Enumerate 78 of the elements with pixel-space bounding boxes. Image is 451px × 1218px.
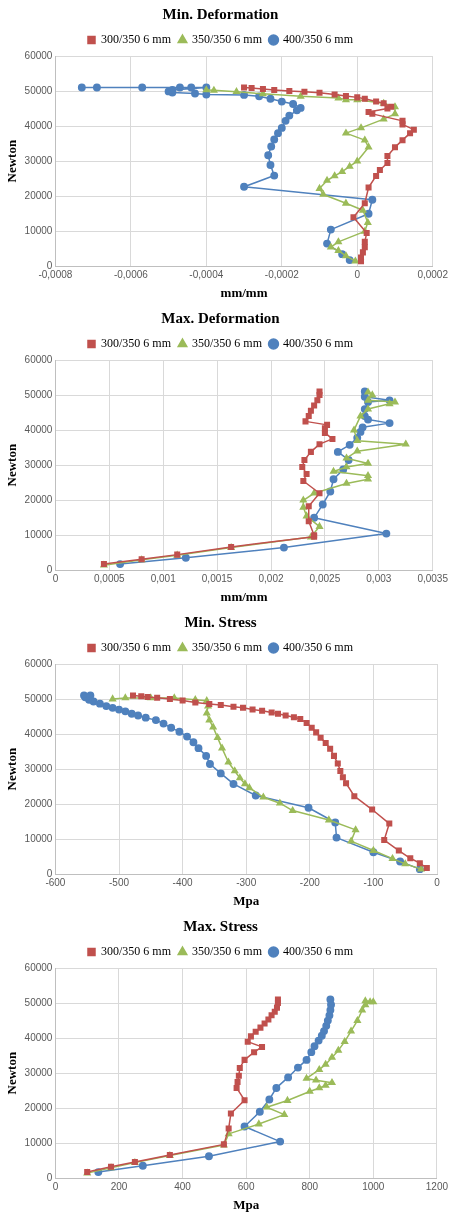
y-tick-label: 50000 <box>24 692 53 704</box>
y-tick-label: 30000 <box>24 1066 53 1078</box>
x-axis-title: mm/mm <box>220 284 268 300</box>
x-tick-label: 0,0002 <box>417 269 449 281</box>
x-tick-label: 0,002 <box>258 573 284 585</box>
y-tick-label: 20000 <box>24 798 53 810</box>
x-tick-label: -300 <box>236 877 257 889</box>
x-tick-label: 0,0005 <box>94 573 126 585</box>
y-tick-label: 20000 <box>24 1102 53 1114</box>
y-tick-label: 10000 <box>24 1137 53 1149</box>
y-tick-label: 60000 <box>24 353 53 365</box>
x-tick-label: -0,0004 <box>189 269 224 281</box>
x-tick-label: 0 <box>354 269 361 281</box>
x-tick-label: -600 <box>45 877 66 889</box>
y-tick-label: 30000 <box>24 154 53 166</box>
x-tick-label: -100 <box>363 877 384 889</box>
x-tick-label: 1000 <box>362 1181 385 1193</box>
y-tick-label: 50000 <box>24 388 53 400</box>
legend-label: 350/350 6 mm <box>192 944 263 959</box>
y-axis-title: Newton <box>4 443 20 487</box>
y-tick-label: 40000 <box>24 119 53 131</box>
x-tick-label: 800 <box>301 1181 319 1193</box>
y-axis-title: Newton <box>4 1051 20 1095</box>
y-tick-label: 20000 <box>24 494 53 506</box>
y-tick-label: 30000 <box>24 458 53 470</box>
chart-title: Max. Stress <box>183 917 259 934</box>
y-tick-label: 40000 <box>24 423 53 435</box>
x-tick-label: 0,0015 <box>201 573 233 585</box>
x-tick-label: 0,003 <box>366 573 392 585</box>
y-axis-title: Newton <box>4 747 20 791</box>
x-tick-label: -0,0008 <box>38 269 73 281</box>
legend-label: 400/350 6 mm <box>283 944 354 959</box>
y-tick-label: 60000 <box>24 657 53 669</box>
legend-label: 300/350 6 mm <box>101 640 172 655</box>
x-tick-label: 0,0035 <box>417 573 449 585</box>
y-tick-label: 60000 <box>24 961 53 973</box>
x-axis-title: mm/mm <box>220 588 268 604</box>
y-tick-label: 10000 <box>24 225 53 237</box>
chart-title: Min. Stress <box>184 613 257 630</box>
y-tick-label: 0 <box>46 1172 53 1184</box>
y-tick-label: 40000 <box>24 1031 53 1043</box>
x-tick-label: 200 <box>110 1181 128 1193</box>
y-tick-label: 60000 <box>24 49 53 61</box>
x-tick-label: 600 <box>237 1181 255 1193</box>
legend-label: 300/350 6 mm <box>101 336 172 351</box>
y-tick-label: 30000 <box>24 762 53 774</box>
y-tick-label: 50000 <box>24 84 53 96</box>
y-tick-label: 10000 <box>24 833 53 845</box>
x-tick-label: -200 <box>299 877 321 889</box>
chart-title: Min. Deformation <box>162 5 280 22</box>
x-axis-title: Mpa <box>233 892 260 908</box>
y-tick-label: 40000 <box>24 727 53 739</box>
x-tick-label: 400 <box>174 1181 192 1193</box>
y-tick-label: 0 <box>46 564 53 576</box>
x-tick-label: 0,001 <box>150 573 177 585</box>
y-tick-label: 0 <box>46 868 53 880</box>
x-tick-label: 0 <box>434 877 441 889</box>
legend-label: 300/350 6 mm <box>101 32 172 47</box>
legend-label: 350/350 6 mm <box>192 640 263 655</box>
legend-label: 350/350 6 mm <box>192 32 263 47</box>
x-tick-label: 0,0025 <box>309 573 341 585</box>
x-tick-label: -400 <box>172 877 194 889</box>
legend-label: 400/350 6 mm <box>283 640 354 655</box>
y-tick-label: 50000 <box>24 996 53 1008</box>
x-tick-label: -500 <box>109 877 130 889</box>
x-tick-label: -0,0006 <box>113 269 149 281</box>
x-tick-label: -0,0002 <box>264 269 300 281</box>
y-tick-label: 0 <box>46 260 53 272</box>
y-axis-title: Newton <box>4 139 20 183</box>
x-axis-title: Mpa <box>233 1196 260 1212</box>
legend-label: 400/350 6 mm <box>283 336 354 351</box>
y-tick-label: 20000 <box>24 190 53 202</box>
x-tick-label: 1200 <box>425 1181 449 1193</box>
legend-label: 300/350 6 mm <box>101 944 172 959</box>
legend-label: 400/350 6 mm <box>283 32 354 47</box>
chart-title: Max. Deformation <box>161 309 281 326</box>
legend-label: 350/350 6 mm <box>192 336 263 351</box>
y-tick-label: 10000 <box>24 529 53 541</box>
